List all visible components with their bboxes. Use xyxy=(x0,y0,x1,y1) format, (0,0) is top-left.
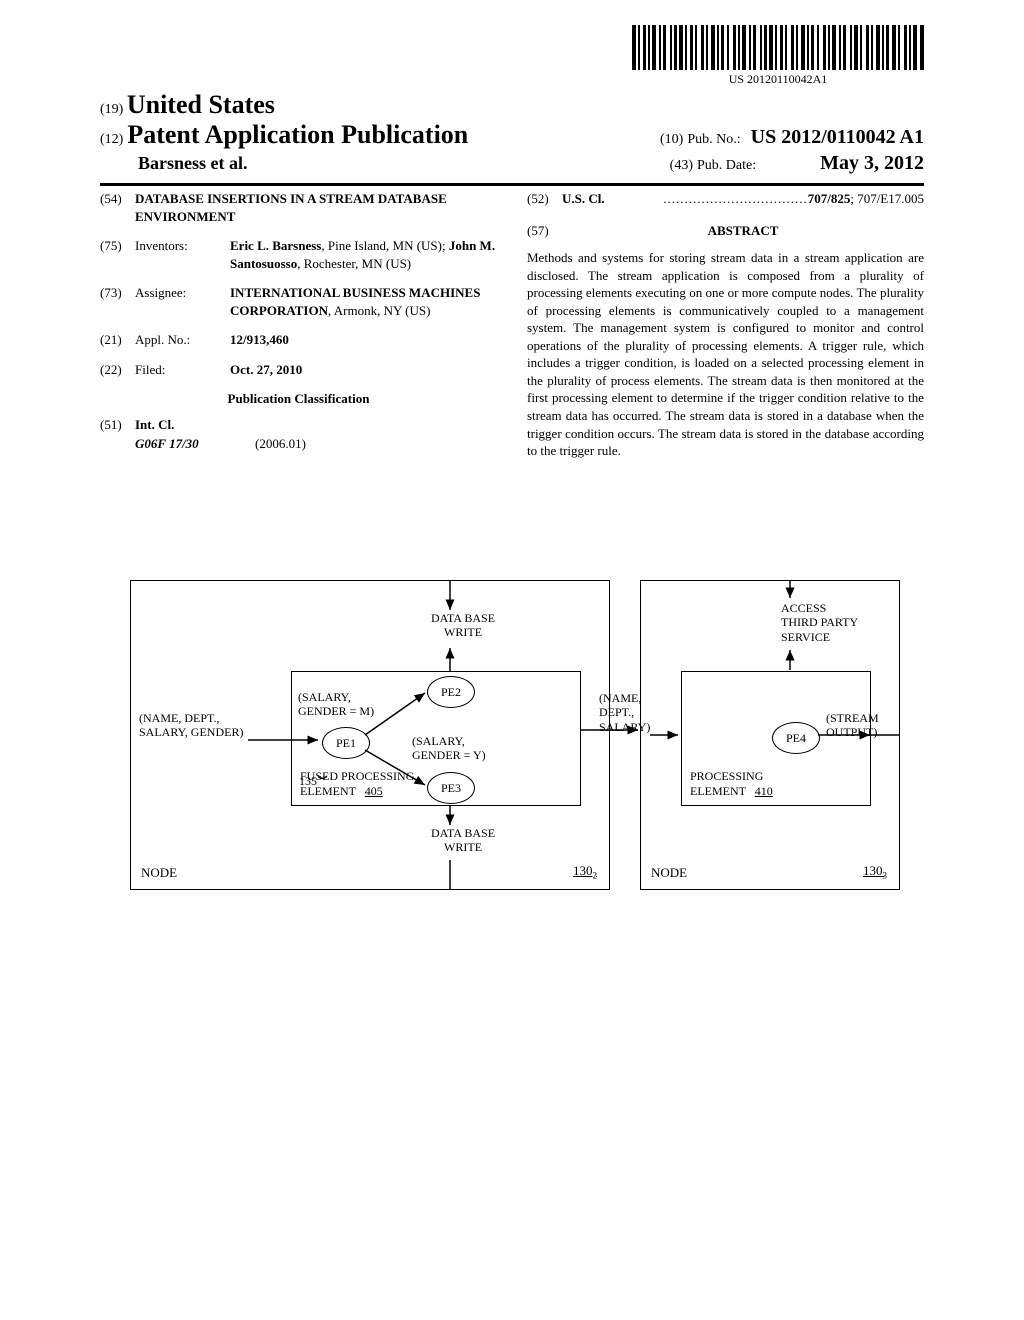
int-class: G06F 17/30 xyxy=(135,435,255,453)
patent-figure: DATA BASEWRITE (NAME, DEPT.,SALARY, GEND… xyxy=(130,580,900,890)
proc-label: PROCESSINGELEMENT 410 xyxy=(690,769,773,799)
assignee-label: Assignee: xyxy=(135,284,230,319)
pub-no-label: Pub. No.: xyxy=(687,132,740,147)
barcode xyxy=(632,25,924,70)
node-box-left: DATA BASEWRITE (NAME, DEPT.,SALARY, GEND… xyxy=(130,580,610,890)
code-43: (43) xyxy=(670,158,693,173)
tuple-mid-top: (SALARY,GENDER = M) xyxy=(298,690,374,719)
appl-no: 12/913,460 xyxy=(230,331,497,349)
pe3-bubble: PE3 xyxy=(427,772,475,804)
tuple-mid-bottom: (SALARY,GENDER = Y) xyxy=(412,734,486,763)
node-id-left: 1302 xyxy=(573,863,597,881)
assignee-value: INTERNATIONAL BUSINESS MACHINES CORPORAT… xyxy=(230,284,497,319)
int-code: (51) xyxy=(100,416,135,434)
node-label-left: NODE xyxy=(141,865,177,881)
barcode-number: US 20120110042A1 xyxy=(632,72,924,87)
appl-label: Appl. No.: xyxy=(135,331,230,349)
node-label-right: NODE xyxy=(651,865,687,881)
right-column: (52) U.S. Cl. ..........................… xyxy=(527,190,924,465)
pub-type: Patent Application Publication xyxy=(127,120,468,149)
appl-code: (21) xyxy=(100,331,135,349)
us-class-secondary: ; 707/E17.005 xyxy=(850,190,924,208)
processing-element-box: PE4 PROCESSINGELEMENT 410 xyxy=(681,671,871,806)
left-column: (54) DATABASE INSERTIONS IN A STREAM DAT… xyxy=(100,190,497,465)
code-12: (12) xyxy=(100,132,123,147)
int-label: Int. Cl. xyxy=(135,416,174,434)
pe4-bubble: PE4 xyxy=(772,722,820,754)
code-19: (19) xyxy=(100,102,123,117)
pub-date: May 3, 2012 xyxy=(820,152,924,174)
assignee-code: (73) xyxy=(100,284,135,319)
db-write-bottom-label: DATA BASEWRITE xyxy=(431,826,495,855)
pub-date-label: Pub. Date: xyxy=(697,158,756,173)
pe2-bubble: PE2 xyxy=(427,676,475,708)
abstract-text: Methods and systems for storing stream d… xyxy=(527,249,924,460)
patent-header: (19) United States (12) Patent Applicati… xyxy=(100,90,924,186)
authors: Barsness et al. xyxy=(138,153,248,174)
barcode-region: US 20120110042A1 xyxy=(632,25,924,87)
title-code: (54) xyxy=(100,190,135,225)
header-divider xyxy=(100,183,924,186)
db-write-top-label: DATA BASEWRITE xyxy=(431,611,495,640)
inventors-value: Eric L. Barsness, Pine Island, MN (US); … xyxy=(230,237,497,272)
us-class-primary: 707/825 xyxy=(808,190,851,208)
access-service-label: ACCESSTHIRD PARTYSERVICE xyxy=(781,601,858,644)
filed-code: (22) xyxy=(100,361,135,379)
country: United States xyxy=(127,90,275,119)
pub-class-heading: Publication Classification xyxy=(100,390,497,408)
inventors-code: (75) xyxy=(100,237,135,272)
pub-no: US 2012/0110042 A1 xyxy=(751,126,924,148)
tuple-in-right: (NAME,DEPT.,SALARY) xyxy=(599,691,650,734)
us-code: (52) xyxy=(527,190,562,208)
body-section: (54) DATABASE INSERTIONS IN A STREAM DAT… xyxy=(100,190,924,465)
fused-processing-element-box: (SALARY,GENDER = M) (SALARY,GENDER = Y) … xyxy=(291,671,581,806)
node-box-right: ACCESSTHIRD PARTYSERVICE (NAME,DEPT.,SAL… xyxy=(640,580,900,890)
tuple-in-left: (NAME, DEPT.,SALARY, GENDER) xyxy=(139,711,243,740)
callout-135: 135⌣ xyxy=(299,771,328,790)
code-10: (10) xyxy=(660,132,683,147)
abstract-heading: ABSTRACT xyxy=(562,222,924,240)
pe1-bubble: PE1 xyxy=(322,727,370,759)
patent-title: DATABASE INSERTIONS IN A STREAM DATABASE… xyxy=(135,190,497,225)
int-year: (2006.01) xyxy=(255,435,306,453)
dots: .................................. xyxy=(617,190,808,208)
node-id-right: 1303 xyxy=(863,863,887,881)
filed-label: Filed: xyxy=(135,361,230,379)
us-label: U.S. Cl. xyxy=(562,190,617,208)
abstract-code: (57) xyxy=(527,222,562,240)
inventors-label: Inventors: xyxy=(135,237,230,272)
filed-date: Oct. 27, 2010 xyxy=(230,361,497,379)
